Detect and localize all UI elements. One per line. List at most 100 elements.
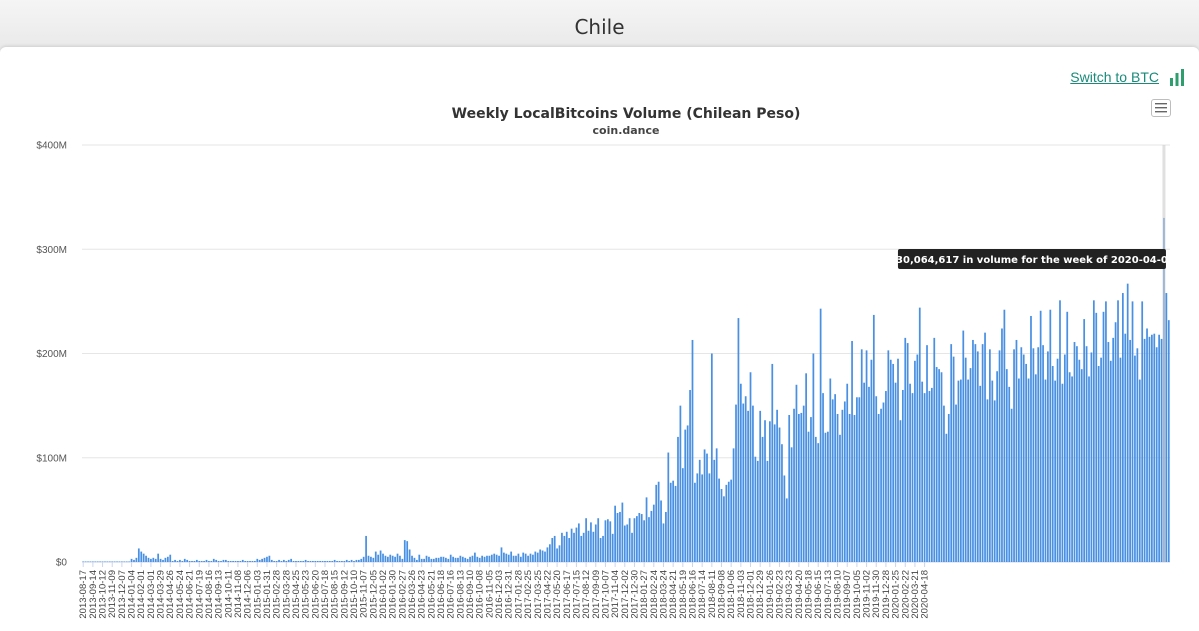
bar[interactable] <box>887 350 890 562</box>
bar[interactable] <box>524 553 527 562</box>
bar[interactable] <box>273 560 276 562</box>
bar[interactable] <box>372 557 375 562</box>
bar[interactable] <box>599 538 602 562</box>
bar[interactable] <box>495 554 498 562</box>
bar[interactable] <box>367 555 370 562</box>
bar[interactable] <box>309 560 312 562</box>
bar[interactable] <box>96 561 99 563</box>
bar[interactable] <box>943 405 945 563</box>
bar[interactable] <box>947 413 950 562</box>
bar[interactable] <box>464 557 467 562</box>
bar[interactable] <box>176 560 179 562</box>
bar[interactable] <box>781 444 783 562</box>
bar[interactable] <box>212 558 215 562</box>
bar[interactable] <box>1109 360 1112 562</box>
bar[interactable] <box>1032 348 1035 562</box>
bar[interactable] <box>154 558 157 562</box>
bar[interactable] <box>408 549 411 562</box>
bar[interactable] <box>420 558 423 562</box>
bar[interactable] <box>1165 293 1168 562</box>
bar[interactable] <box>159 558 162 562</box>
bar[interactable] <box>1092 300 1095 562</box>
bar[interactable] <box>413 557 416 562</box>
bar[interactable] <box>370 556 372 562</box>
bar[interactable] <box>623 525 626 562</box>
bar[interactable] <box>418 554 421 562</box>
bar[interactable] <box>403 540 406 562</box>
bar[interactable] <box>764 420 766 562</box>
bar[interactable] <box>677 436 679 562</box>
bar[interactable] <box>636 516 638 562</box>
bar[interactable] <box>1076 346 1078 562</box>
bar[interactable] <box>1155 347 1158 562</box>
bar[interactable] <box>996 371 998 562</box>
bar[interactable] <box>290 558 293 562</box>
bar[interactable] <box>979 385 982 562</box>
bar[interactable] <box>926 345 928 562</box>
bar[interactable] <box>483 556 486 562</box>
bar[interactable] <box>261 558 263 562</box>
bar[interactable] <box>111 561 114 563</box>
bar[interactable] <box>858 397 861 562</box>
bar[interactable] <box>210 560 213 562</box>
bar[interactable] <box>287 559 290 562</box>
bar[interactable] <box>1059 300 1061 562</box>
bar[interactable] <box>577 523 580 562</box>
bar[interactable] <box>732 448 735 562</box>
bar[interactable] <box>662 523 665 562</box>
bar[interactable] <box>594 524 597 562</box>
bar[interactable] <box>89 561 92 563</box>
bar[interactable] <box>976 351 979 562</box>
bar[interactable] <box>681 468 684 562</box>
bar[interactable] <box>967 379 969 562</box>
bar[interactable] <box>341 560 343 562</box>
bar[interactable] <box>157 553 160 562</box>
bar[interactable] <box>655 484 658 562</box>
bar[interactable] <box>239 560 242 562</box>
bar[interactable] <box>94 561 97 563</box>
bar[interactable] <box>831 399 834 562</box>
bar[interactable] <box>959 379 962 562</box>
bar[interactable] <box>935 367 938 562</box>
bar[interactable] <box>137 548 140 562</box>
bar[interactable] <box>701 474 704 562</box>
bar[interactable] <box>445 557 447 562</box>
bar[interactable] <box>113 561 116 563</box>
bar[interactable] <box>643 520 645 562</box>
bar[interactable] <box>82 561 85 563</box>
bar[interactable] <box>1049 309 1052 562</box>
bar[interactable] <box>488 555 491 562</box>
bar[interactable] <box>940 372 943 562</box>
bar[interactable] <box>768 421 771 562</box>
bar[interactable] <box>795 384 798 562</box>
bar[interactable] <box>918 307 921 562</box>
bar[interactable] <box>285 560 288 562</box>
bar[interactable] <box>674 485 677 562</box>
bar[interactable] <box>208 560 210 562</box>
bar[interactable] <box>742 403 745 562</box>
bar[interactable] <box>529 553 532 562</box>
bar[interactable] <box>640 514 643 562</box>
bar[interactable] <box>993 400 996 562</box>
bar[interactable] <box>1085 346 1088 562</box>
bar[interactable] <box>730 479 733 562</box>
bar[interactable] <box>616 513 619 562</box>
bar[interactable] <box>650 510 653 562</box>
bar[interactable] <box>853 415 856 562</box>
bar[interactable] <box>563 535 566 562</box>
bar[interactable] <box>503 552 505 562</box>
bar[interactable] <box>964 357 967 562</box>
bar[interactable] <box>771 363 774 562</box>
bar[interactable] <box>829 378 832 562</box>
bar[interactable] <box>244 560 247 562</box>
bar[interactable] <box>539 549 542 562</box>
bar[interactable] <box>783 475 786 562</box>
bar[interactable] <box>885 391 887 562</box>
bar[interactable] <box>130 558 133 562</box>
bar[interactable] <box>452 556 454 562</box>
bar[interactable] <box>778 427 781 562</box>
bar[interactable] <box>626 524 629 562</box>
bar[interactable] <box>316 560 319 562</box>
bar[interactable] <box>558 545 561 562</box>
bar[interactable] <box>135 557 138 562</box>
